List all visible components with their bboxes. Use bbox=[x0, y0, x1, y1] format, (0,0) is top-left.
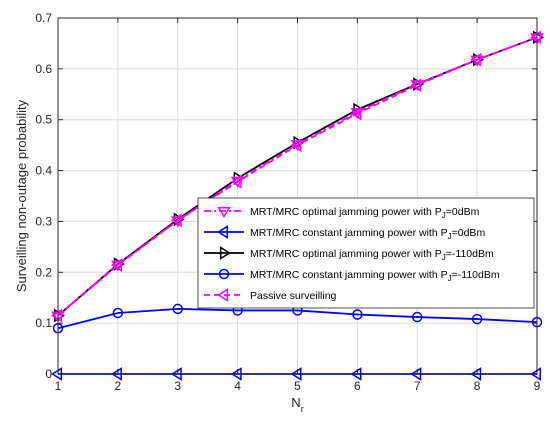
x-tick-label: 2 bbox=[115, 379, 122, 393]
x-tick-label: 5 bbox=[294, 379, 301, 393]
legend-label: MRT/MRC constant jamming power with PJ=-… bbox=[250, 269, 500, 283]
x-tick-label: 9 bbox=[534, 379, 541, 393]
legend-marker bbox=[217, 288, 229, 302]
y-tick-label: 0.1 bbox=[35, 316, 52, 330]
data-point bbox=[111, 260, 125, 272]
legend-entry: MRT/MRC constant jamming power with PJ=0… bbox=[204, 225, 485, 241]
y-tick-label: 0.6 bbox=[35, 62, 52, 76]
data-point bbox=[530, 367, 542, 381]
x-tick-label: 4 bbox=[234, 379, 241, 393]
legend-entry: MRT/MRC optimal jamming power with PJ=0d… bbox=[204, 206, 480, 220]
legend-box bbox=[197, 197, 535, 309]
data-point bbox=[412, 311, 423, 323]
data-point bbox=[470, 55, 484, 67]
data-point bbox=[290, 140, 305, 152]
series-line bbox=[57, 36, 538, 317]
data-point bbox=[471, 313, 483, 325]
grid-lines bbox=[57, 17, 538, 375]
x-tick-label: 1 bbox=[55, 379, 62, 393]
data-point bbox=[170, 216, 185, 228]
series-line bbox=[57, 308, 538, 330]
data-point bbox=[172, 303, 183, 315]
legend-entry: MRT/MRC optimal jamming power with PJ=-1… bbox=[204, 246, 494, 262]
legend-entry: Passive surveilling bbox=[204, 288, 337, 302]
y-tick-label: 0.3 bbox=[35, 214, 52, 228]
y-tick-label: 0.7 bbox=[35, 11, 52, 25]
x-tick-label: 6 bbox=[354, 379, 361, 393]
legend-marker bbox=[218, 268, 230, 280]
y-axis-label: Surveilling non-outage probability bbox=[14, 99, 29, 292]
legend-label: MRT/MRC optimal jamming power with PJ=0d… bbox=[250, 206, 480, 220]
y-tick-label: 0.5 bbox=[35, 113, 52, 127]
legend-entry: MRT/MRC constant jamming power with PJ=-… bbox=[204, 268, 500, 283]
x-tick-label: 8 bbox=[474, 379, 481, 393]
legend-marker bbox=[217, 225, 229, 239]
x-tick-label: 7 bbox=[414, 379, 421, 393]
legend-label: MRT/MRC optimal jamming power with PJ=-1… bbox=[250, 248, 494, 262]
x-axis-label: Nr bbox=[291, 395, 303, 414]
y-tick-label: 0.4 bbox=[35, 164, 52, 178]
data-point bbox=[410, 80, 425, 92]
y-tick-label: 0.2 bbox=[35, 265, 52, 279]
data-point bbox=[230, 176, 245, 188]
data-point bbox=[350, 108, 365, 120]
legend-marker bbox=[217, 206, 231, 218]
legend: MRT/MRC optimal jamming power with PJ=0d… bbox=[197, 197, 535, 309]
legend-label: Passive surveilling bbox=[250, 290, 337, 302]
y-tick-label: 0 bbox=[45, 367, 52, 381]
legend-marker bbox=[219, 246, 231, 260]
x-tick-label: 3 bbox=[174, 379, 181, 393]
data-point bbox=[352, 309, 363, 320]
data-point bbox=[112, 307, 124, 319]
axis-ticks: 1 2 3 4 5 6 7 8 9 0 0.1 0.2 0.3 0.4 0.5 0.6 0.7 bbox=[35, 11, 540, 393]
legend-label: MRT/MRC constant jamming power with PJ=0… bbox=[250, 227, 485, 241]
